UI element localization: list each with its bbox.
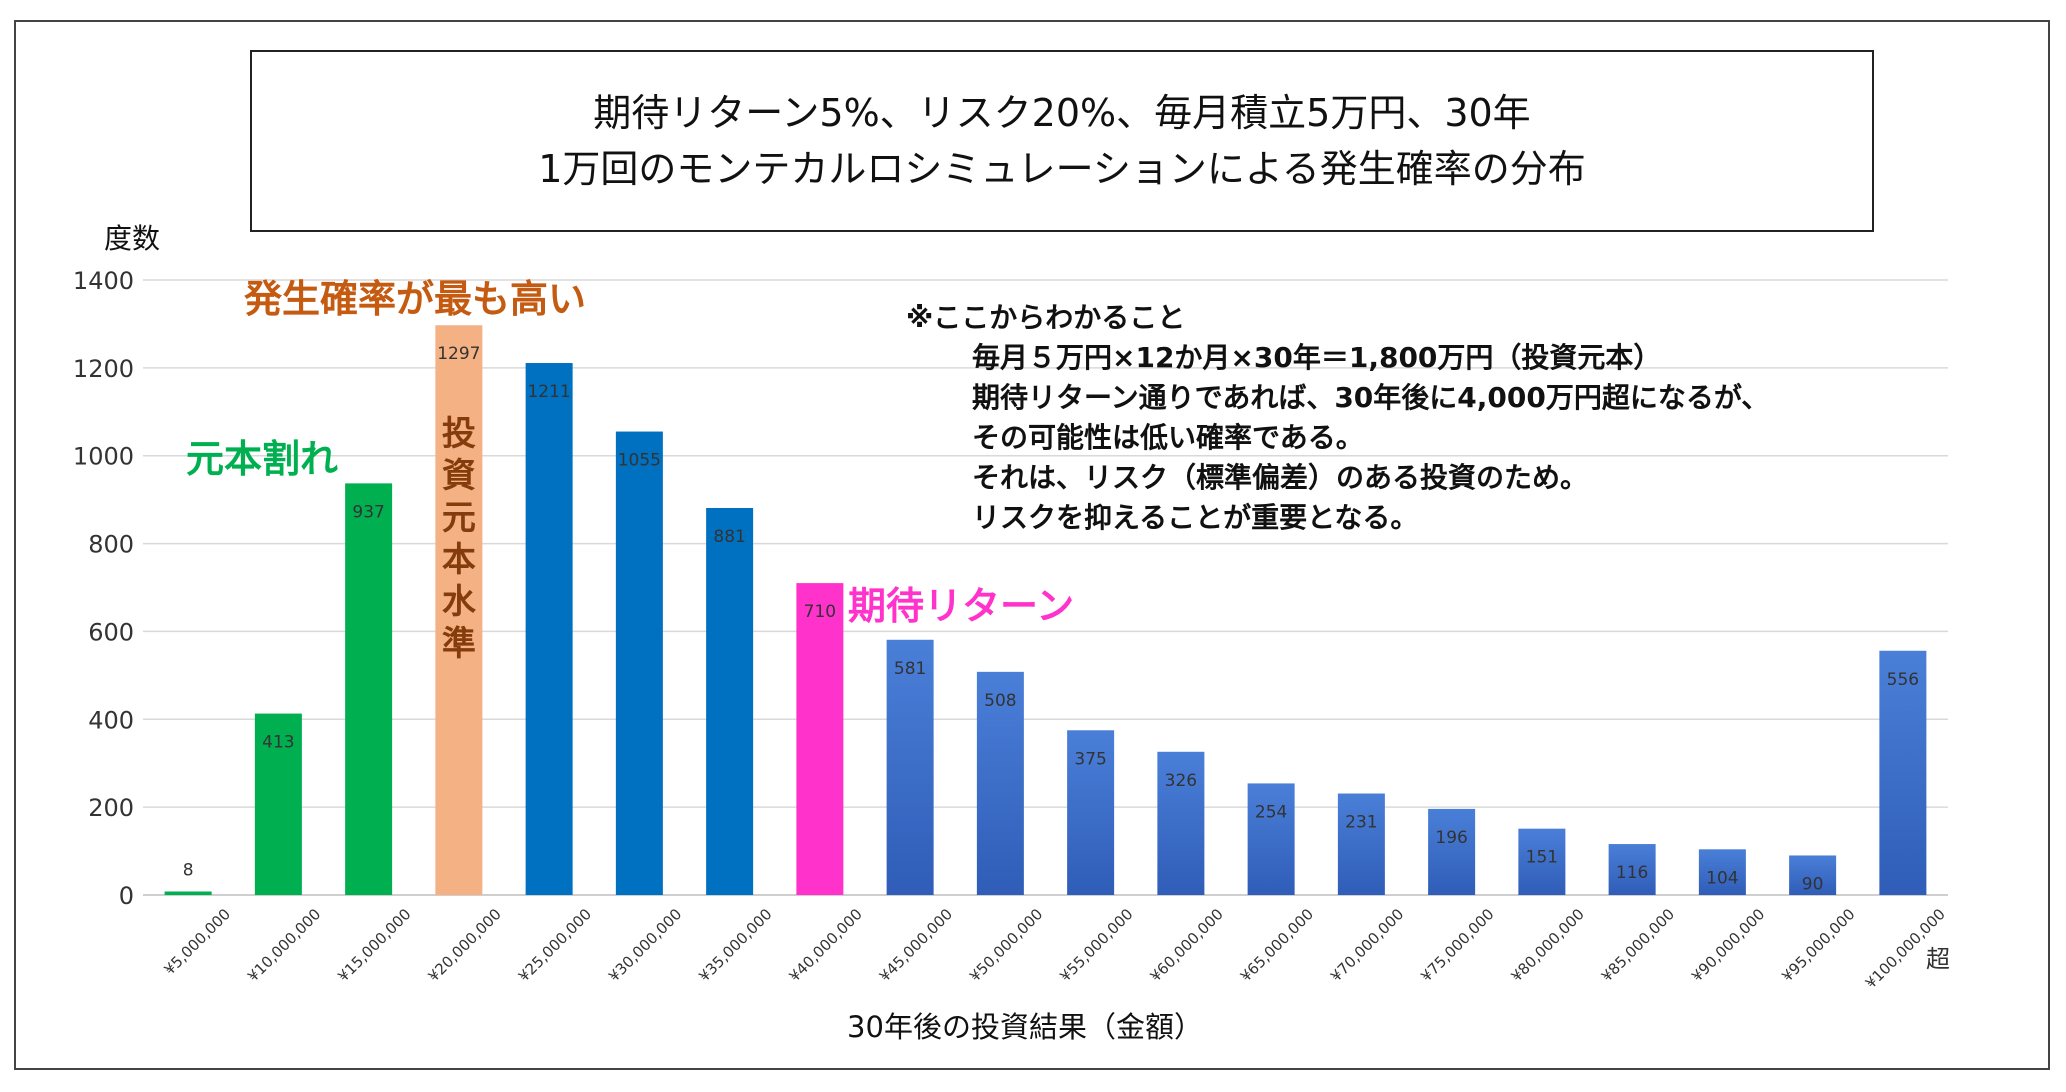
bar-6 [615, 431, 663, 895]
x-tick-label: ¥85,000,000 [1598, 905, 1678, 985]
bar-2 [254, 713, 302, 895]
x-tick-label: ¥15,000,000 [334, 905, 414, 985]
bar-19 [1789, 855, 1837, 895]
bar-18 [1698, 849, 1746, 895]
x-tick-label: ¥5,000,000 [161, 905, 234, 978]
note-line-1: 毎月５万円×12か月×30年＝1,800万円（投資元本） [972, 341, 1662, 374]
data-label: 8 [183, 860, 194, 880]
data-label: 1211 [527, 382, 570, 402]
note-heading: ※ここからわかること [906, 301, 1186, 334]
x-tick-label: ¥95,000,000 [1778, 905, 1858, 985]
data-label: 937 [352, 502, 384, 522]
data-labels: 8 413 937 1297 1211 1055 881 710 581 508 375 326 254… [183, 344, 1919, 894]
x-tick-label: ¥60,000,000 [1147, 905, 1227, 985]
chart-title-line-2: 1万回のモンテカルロシミュレーションによる発生確率の分布 [538, 147, 1586, 191]
note-line-3: その可能性は低い確率である。 [972, 421, 1364, 454]
note-line-2: 期待リターン通りであれば、30年後に4,000万円超になるが、 [972, 381, 1770, 414]
x-tick-label: ¥55,000,000 [1056, 905, 1136, 985]
bar-13 [1247, 783, 1295, 895]
y-tick-label: 1200 [73, 355, 134, 383]
expected-return-label: 期待リターン [848, 584, 1075, 628]
bar-10 [976, 671, 1024, 895]
data-label: 231 [1345, 813, 1377, 833]
y-tick-labels: 0 200 400 600 800 1000 1200 1400 [73, 267, 134, 910]
x-tick-label: ¥30,000,000 [605, 905, 685, 985]
y-tick-label: 400 [88, 706, 134, 734]
chart-title-line-1: 期待リターン5%、リスク20%、毎月積立5万円、30年 [593, 91, 1531, 135]
note-line-5: リスクを抑えることが重要となる。 [972, 501, 1419, 534]
data-label: 581 [894, 659, 926, 679]
bar-3 [345, 483, 393, 895]
bar-14 [1337, 793, 1385, 895]
max-probability-label: 発生確率が最も高い [244, 277, 587, 321]
data-label: 326 [1165, 771, 1197, 791]
principal-level-label: 投資元本水準 [442, 414, 477, 664]
over-suffix-label: 超 [1926, 945, 1950, 973]
bar-12 [1157, 751, 1205, 895]
x-tick-labels: ¥5,000,000 ¥10,000,000 ¥15,000,000 ¥20,000,… [161, 905, 1949, 992]
data-label: 1055 [618, 451, 661, 471]
y-tick-label: 800 [88, 531, 134, 559]
x-tick-label: ¥50,000,000 [966, 905, 1046, 985]
x-axis-title: 30年後の投資結果（金額） [847, 1010, 1203, 1044]
y-tick-label: 600 [88, 618, 134, 646]
data-label: 196 [1435, 828, 1467, 848]
bar-8 [796, 583, 844, 895]
x-tick-label: ¥70,000,000 [1327, 905, 1407, 985]
x-tick-label: ¥65,000,000 [1237, 905, 1317, 985]
x-tick-label: ¥45,000,000 [876, 905, 956, 985]
data-label: 413 [262, 733, 294, 753]
bar-5 [525, 363, 573, 895]
y-tick-label: 1400 [73, 267, 134, 295]
y-tick-label: 1000 [73, 443, 134, 471]
data-label: 116 [1616, 863, 1648, 883]
principal-loss-label: 元本割れ [186, 437, 339, 481]
note-line-4: それは、リスク（標準偏差）のある投資のため。 [972, 461, 1589, 494]
data-label: 104 [1706, 868, 1738, 888]
x-tick-label: ¥90,000,000 [1688, 905, 1768, 985]
data-label: 90 [1802, 874, 1824, 894]
data-label: 375 [1074, 749, 1106, 769]
y-tick-label: 0 [119, 882, 134, 910]
x-tick-label: ¥20,000,000 [425, 905, 505, 985]
bar-4 [435, 325, 483, 895]
x-tick-label: ¥80,000,000 [1508, 905, 1588, 985]
bar-7 [706, 507, 754, 895]
bar-1 [164, 891, 212, 895]
data-label: 254 [1255, 802, 1287, 822]
bar-9 [886, 639, 934, 895]
x-tick-label: ¥40,000,000 [786, 905, 866, 985]
bars [164, 325, 1927, 895]
x-tick-label: ¥25,000,000 [515, 905, 595, 985]
bar-16 [1518, 828, 1566, 895]
data-label: 1297 [437, 344, 480, 364]
x-tick-label: ¥75,000,000 [1417, 905, 1497, 985]
data-label: 556 [1887, 670, 1919, 690]
bar-17 [1608, 844, 1656, 895]
bar-15 [1428, 808, 1476, 895]
bar-11 [1067, 730, 1115, 895]
y-tick-label: 200 [88, 794, 134, 822]
x-tick-label: ¥35,000,000 [695, 905, 775, 985]
data-label: 151 [1526, 848, 1558, 868]
y-axis-title: 度数 [104, 222, 160, 255]
title-box: 期待リターン5%、リスク20%、毎月積立5万円、30年 1万回のモンテカルロシミ… [250, 50, 1874, 232]
data-label: 508 [984, 691, 1016, 711]
chart-frame [14, 20, 2050, 1070]
data-label: 710 [804, 602, 836, 622]
bar-20 [1879, 650, 1927, 895]
data-label: 881 [713, 527, 745, 547]
x-tick-label: ¥10,000,000 [244, 905, 324, 985]
